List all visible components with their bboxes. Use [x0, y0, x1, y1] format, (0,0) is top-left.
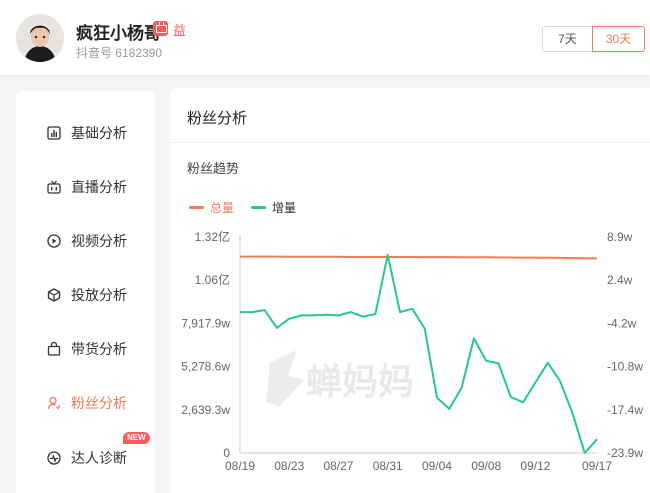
sidebar-item-video-analysis[interactable]: 视频分析 [16, 224, 155, 258]
sidebar-item-fans-analysis[interactable]: 粉丝分析 [16, 386, 155, 420]
y-right-tick-label: -4.2w [607, 316, 637, 330]
y-right-tick-label: 2.4w [607, 273, 633, 287]
header-bar: 疯狂小杨哥 益 抖音号 6182390 7天 30天 [0, 0, 650, 75]
legend-label: 总量 [210, 201, 235, 215]
range-30d-button[interactable]: 30天 [592, 26, 645, 52]
cube-icon [47, 288, 61, 302]
y-right-tick-label: -10.8w [607, 360, 643, 374]
x-tick-label: 09/04 [422, 459, 452, 473]
y-left-tick-label: 5,278.6w [181, 360, 230, 374]
x-tick-label: 08/31 [373, 459, 403, 473]
legend-swatch [251, 206, 267, 209]
section-title: 粉丝趋势 [187, 161, 240, 176]
legend-item-increment[interactable]: 增量 [251, 199, 296, 216]
x-tick-label: 08/23 [274, 459, 304, 473]
sidebar-item-creator-diagnosis[interactable]: 达人诊断 NEW [16, 432, 155, 475]
y-left-tick-label: 7,917.9w [181, 316, 230, 330]
shopping-bag-icon [47, 342, 61, 356]
sidebar: 基础分析 直播分析 视频分析 投放分析 带货分析 [16, 91, 155, 493]
sidebar-item-sales-analysis[interactable]: 带货分析 [16, 332, 155, 366]
sidebar-item-basic-analysis[interactable]: 基础分析 [16, 116, 155, 150]
y-left-tick-label: 0 [223, 446, 230, 460]
y-left-tick-label: 2,639.3w [181, 403, 230, 417]
sidebar-item-label: 直播分析 [71, 179, 127, 195]
y-right-tick-label: -17.4w [607, 403, 643, 417]
sidebar-item-ad-analysis[interactable]: 投放分析 [16, 278, 155, 312]
avatar[interactable] [16, 14, 64, 62]
chart-legend: 总量 增量 [189, 199, 313, 216]
watermark: 蝉妈妈 [266, 350, 414, 406]
fans-trend-chart: 蝉妈妈 0 2,639.3w 5,278.6w 7,917.9w 1.06亿 1.32亿 -… [181, 229, 643, 473]
new-badge: NEW [123, 432, 150, 444]
vip-badge: 益 [173, 23, 187, 38]
series-line-increment [240, 253, 598, 454]
y-left-tick-label: 1.32亿 [195, 229, 230, 244]
legend-item-total[interactable]: 总量 [189, 199, 234, 216]
douyin-id: 抖音号 6182390 [76, 46, 163, 60]
user-icon [47, 396, 61, 410]
x-tick-label: 09/12 [520, 459, 550, 473]
sidebar-item-label: 带货分析 [71, 341, 127, 357]
main-panel: 粉丝分析 粉丝趋势 总量 增量 蝉妈妈 0 2,639.3w 5,278.6w 7,9… [170, 88, 650, 493]
x-tick-label: 09/17 [582, 459, 612, 473]
sidebar-item-label: 粉丝分析 [71, 395, 127, 411]
legend-label: 增量 [272, 201, 297, 215]
sidebar-item-live-analysis[interactable]: 直播分析 [16, 170, 155, 204]
live-icon [153, 21, 168, 36]
legend-swatch [189, 206, 204, 209]
page-title: 粉丝分析 [187, 110, 248, 127]
user-name: 疯狂小杨哥 [76, 24, 161, 43]
watermark-logo-icon [266, 350, 304, 406]
date-range-toggle: 7天 30天 [542, 26, 645, 52]
diagnosis-icon [47, 451, 61, 465]
x-tick-label: 09/08 [471, 459, 501, 473]
divider [170, 142, 650, 143]
sidebar-item-label: 达人诊断 [71, 450, 127, 466]
y-right-tick-label: -23.9w [607, 446, 643, 460]
x-tick-label: 08/27 [323, 459, 353, 473]
sidebar-item-label: 视频分析 [71, 233, 127, 249]
series-line-total [240, 255, 598, 260]
play-circle-icon [47, 234, 61, 248]
live-icon [47, 180, 61, 194]
sidebar-item-label: 基础分析 [71, 125, 127, 141]
y-right-tick-label: 8.9w [607, 230, 633, 244]
watermark-text: 蝉妈妈 [306, 362, 414, 403]
sidebar-item-label: 投放分析 [71, 287, 127, 303]
x-tick-label: 08/19 [225, 459, 255, 473]
range-7d-button[interactable]: 7天 [542, 26, 593, 52]
y-left-tick-label: 1.06亿 [195, 272, 230, 287]
bar-chart-icon [47, 126, 61, 140]
